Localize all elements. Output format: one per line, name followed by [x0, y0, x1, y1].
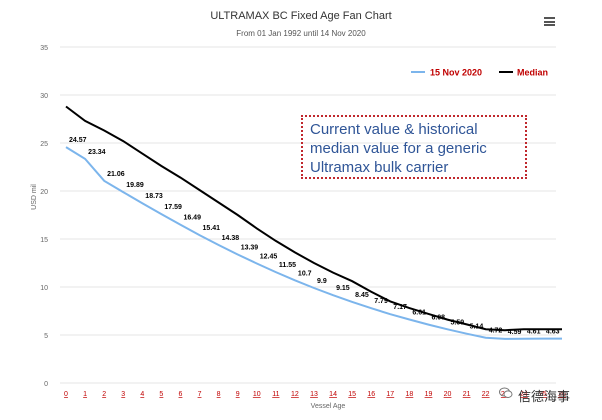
y-tick-label: 35 — [40, 45, 48, 52]
data-label: 15.41 — [203, 225, 221, 232]
series-line-median — [65, 105, 562, 332]
x-tick-label: 13 — [310, 391, 318, 398]
data-label: 24.57 — [69, 137, 87, 144]
x-tick-label: 18 — [405, 391, 413, 398]
x-tick-label: 9 — [236, 391, 240, 398]
data-label: 17.59 — [164, 204, 182, 211]
data-label: 7.79 — [374, 298, 388, 305]
y-tick-label: 10 — [40, 285, 48, 292]
data-label: 5.59 — [451, 319, 465, 326]
y-tick-label: 15 — [40, 237, 48, 244]
x-tick-label: 14 — [329, 391, 337, 398]
data-label: 14.38 — [222, 235, 240, 242]
x-tick-label: 19 — [425, 391, 433, 398]
x-tick-label: 20 — [444, 391, 452, 398]
data-label: 11.55 — [279, 262, 296, 269]
x-tick-label: 3 — [121, 391, 125, 398]
data-label: 4.72 — [489, 328, 503, 335]
watermark-text: 信德海事 — [518, 389, 571, 404]
data-label: 9.9 — [317, 278, 327, 285]
legend-label-median: Median — [517, 68, 548, 78]
data-label: 5.14 — [470, 324, 484, 331]
x-tick-label: 2 — [102, 391, 106, 398]
data-label: 6.61 — [412, 310, 426, 317]
x-tick-label: 22 — [482, 391, 490, 398]
x-tick-label: 7 — [198, 391, 202, 398]
data-label: 21.06 — [107, 171, 125, 178]
data-label: 4.63 — [546, 329, 560, 336]
y-tick-label: 25 — [40, 141, 48, 148]
x-tick-label: 6 — [179, 391, 183, 398]
x-tick-label: 15 — [348, 391, 356, 398]
y-tick-label: 30 — [40, 93, 48, 100]
x-axis-title: Vessel Age — [311, 403, 346, 410]
x-tick-label: 8 — [217, 391, 221, 398]
data-label: 4.59 — [508, 329, 522, 336]
x-tick-label: 25 — [539, 391, 547, 398]
data-label: 6.08 — [431, 315, 445, 322]
y-axis-title: USD mil — [31, 184, 38, 210]
x-tick-label: 17 — [386, 391, 394, 398]
data-label: 13.39 — [241, 244, 259, 251]
data-label: 9.15 — [336, 285, 350, 292]
x-tick-label: 0 — [64, 391, 68, 398]
x-tick-label: 4 — [140, 391, 144, 398]
data-label: 19.89 — [126, 182, 144, 189]
data-label: 18.73 — [145, 193, 163, 200]
chart-title: ULTRAMAX BC Fixed Age Fan Chart — [210, 10, 392, 22]
hamburger-menu-icon[interactable] — [544, 17, 555, 26]
x-tick-label: 11 — [272, 391, 279, 398]
x-tick-label: 24 — [520, 391, 528, 398]
series-line-current — [65, 146, 562, 340]
annotation-box: Current value & historical median value … — [301, 115, 527, 179]
legend-label-current: 15 Nov 2020 — [430, 68, 482, 78]
x-tick-label: 5 — [159, 391, 163, 398]
y-tick-label: 5 — [44, 333, 48, 340]
x-tick-label: 16 — [367, 391, 375, 398]
data-label: 23.34 — [88, 149, 106, 156]
x-tick-label: 1 — [83, 391, 87, 398]
data-label: 7.17 — [393, 304, 407, 311]
data-label: 4.61 — [527, 329, 541, 336]
y-tick-label: 0 — [44, 381, 48, 388]
x-tick-label: 10 — [253, 391, 261, 398]
x-tick-label: 21 — [463, 391, 471, 398]
data-label: 16.49 — [183, 215, 201, 222]
chart-subtitle: From 01 Jan 1992 until 14 Nov 2020 — [236, 29, 366, 38]
data-label: 12.45 — [260, 253, 278, 260]
data-label: 8.45 — [355, 292, 369, 299]
y-tick-label: 20 — [40, 189, 48, 196]
x-tick-label: 12 — [291, 391, 299, 398]
data-label: 10.7 — [298, 270, 312, 277]
wechat-logo-icon — [499, 387, 513, 398]
x-tick-label: 26 — [558, 391, 566, 398]
